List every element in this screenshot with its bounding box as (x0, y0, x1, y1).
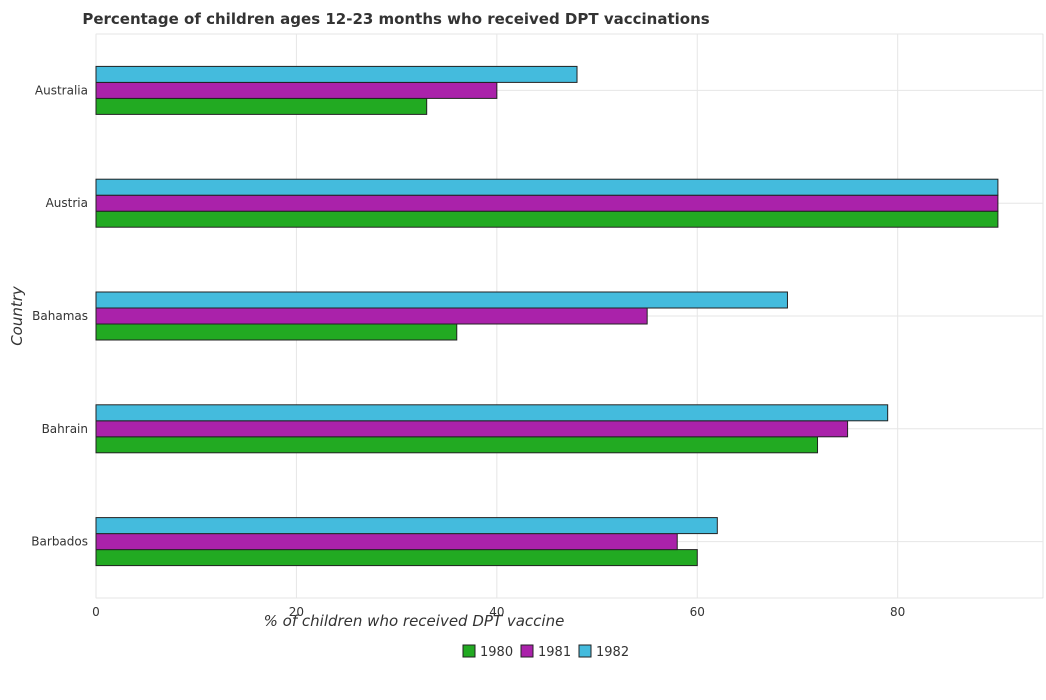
bar-barbados-1982 (95, 517, 718, 535)
y-axis-ticks: Australia Austria Bahamas Bahrain Barbados (31, 83, 88, 548)
bar-barbados-1981 (95, 533, 678, 551)
y-tick-label: Australia (35, 83, 88, 97)
legend-label-1981: 1981 (538, 645, 571, 660)
x-tick-label: 40 (489, 605, 504, 619)
bar-bahrain-1982 (95, 404, 889, 422)
y-tick-label: Bahrain (42, 422, 88, 436)
legend-swatch-1980 (462, 644, 476, 658)
bar-bahamas-1981 (95, 307, 648, 325)
x-tick-label: 0 (92, 605, 100, 619)
x-tick-label: 80 (890, 605, 905, 619)
legend-swatch-1981 (520, 644, 534, 658)
bar-bahrain-1980 (95, 436, 819, 454)
bar-austria-1982 (95, 178, 999, 196)
bar-australia-1980 (95, 97, 428, 115)
bar-bahamas-1982 (95, 291, 788, 309)
x-axis-label: % of children who received DPT vaccine (264, 612, 565, 630)
legend-label-1980: 1980 (480, 645, 513, 660)
y-axis-label: Country (8, 285, 26, 346)
bar-austria-1980 (95, 210, 999, 228)
y-tick-label: Barbados (31, 535, 88, 549)
bars (95, 65, 999, 567)
legend: 1980 1981 1982 (462, 644, 629, 660)
chart-title: Percentage of children ages 12-23 months… (82, 10, 709, 28)
bar-bahrain-1981 (95, 420, 849, 438)
y-tick-label: Austria (46, 196, 88, 210)
bar-australia-1982 (95, 65, 578, 83)
y-tick-label: Bahamas (32, 309, 88, 323)
bar-australia-1981 (95, 81, 498, 99)
x-tick-label: 60 (690, 605, 705, 619)
bar-bahamas-1980 (95, 323, 458, 341)
bar-barbados-1980 (95, 549, 698, 567)
x-axis-ticks: 0 20 40 60 80 (92, 605, 905, 619)
legend-swatch-1982 (578, 644, 592, 658)
x-tick-label: 20 (289, 605, 304, 619)
bar-austria-1981 (95, 194, 999, 212)
legend-label-1982: 1982 (596, 645, 629, 660)
